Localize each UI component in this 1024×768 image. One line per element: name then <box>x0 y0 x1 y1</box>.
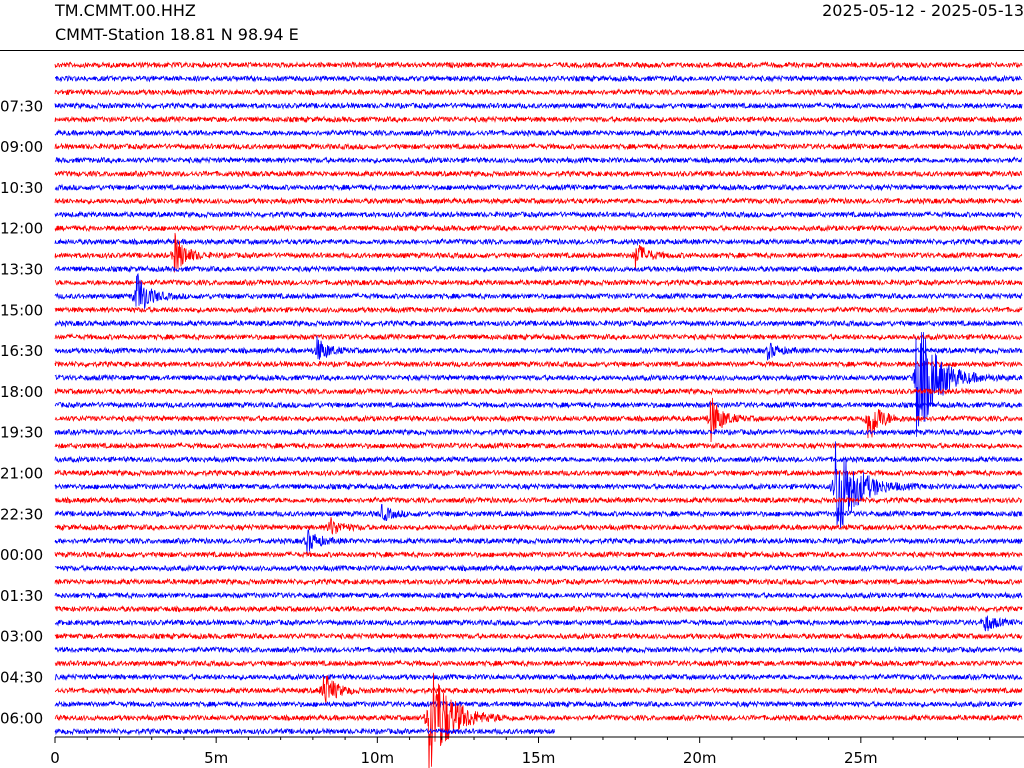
trace-line <box>54 550 1023 559</box>
trace-line <box>54 504 1023 521</box>
trace-line <box>54 604 1023 614</box>
y-tick-label: 13:30 <box>0 261 43 279</box>
trace-line <box>54 101 1023 111</box>
trace-line <box>54 319 1023 328</box>
trace-line <box>54 397 1023 443</box>
station-id: TM.CMMT.00.HHZ <box>55 1 196 20</box>
trace-line <box>54 675 1023 704</box>
trace-line <box>54 183 1023 192</box>
trace-line <box>54 672 1023 682</box>
y-tick-label: 01:30 <box>0 587 43 605</box>
trace-line <box>54 564 1023 573</box>
trace-line <box>54 400 1023 409</box>
trace-line <box>55 74 1023 83</box>
y-tick-label: 07:30 <box>0 97 43 115</box>
trace-line <box>54 360 1023 369</box>
trace-line <box>54 468 1023 478</box>
x-tick-label: 15m <box>522 749 556 767</box>
x-tick-label: 20m <box>683 749 717 767</box>
trace-line <box>54 517 1023 535</box>
trace-line <box>54 332 1023 437</box>
trace-line <box>54 700 1023 709</box>
trace-line <box>54 264 1023 274</box>
y-tick-label: 03:00 <box>0 628 43 646</box>
x-axis: 0 5m 10m 15m 20m 25m <box>50 736 1024 767</box>
trace-line <box>54 224 1023 233</box>
trace-line <box>54 88 1023 97</box>
trace-line <box>54 387 1023 396</box>
trace-line <box>54 591 1023 600</box>
y-tick-label: 18:00 <box>0 383 43 401</box>
y-tick-label: 06:00 <box>0 709 43 727</box>
y-tick-label: 04:30 <box>0 669 43 687</box>
trace-line <box>54 455 1023 464</box>
trace-line <box>54 428 1023 437</box>
trace-line <box>54 632 1023 641</box>
x-tick-label: 10m <box>360 749 394 767</box>
trace-line <box>54 441 1023 450</box>
trace-line <box>54 142 1023 151</box>
trace-line <box>54 577 1023 587</box>
y-tick-label: 19:30 <box>0 424 43 442</box>
x-tick-label: 5m <box>204 749 228 767</box>
trace-line <box>54 278 1023 287</box>
y-axis: 07:30 09:00 10:30 12:00 13:30 15:00 16:30 18:00… <box>0 97 43 727</box>
x-tick-label: 25m <box>844 749 878 767</box>
y-tick-label: 16:30 <box>0 342 43 360</box>
date-range: 2025-05-12 - 2025-05-13 <box>822 1 1024 20</box>
trace-line <box>54 196 1023 206</box>
trace-line <box>54 672 1023 768</box>
trace-line <box>54 210 1023 219</box>
trace-line <box>54 169 1023 179</box>
y-tick-label: 21:00 <box>0 465 43 483</box>
trace-line <box>54 128 1023 138</box>
y-tick-label: 15:00 <box>0 301 43 319</box>
y-tick-label: 22:30 <box>0 505 43 523</box>
top-rule <box>0 50 1024 51</box>
y-tick-label: 12:00 <box>0 220 43 238</box>
trace-line <box>54 237 1023 247</box>
trace-line <box>54 232 1023 273</box>
trace-line <box>54 115 1023 124</box>
trace-line <box>54 441 1023 529</box>
trace-group <box>54 60 1023 768</box>
trace-line <box>54 60 1023 70</box>
trace-line <box>54 645 1023 655</box>
trace-line <box>54 529 1023 554</box>
trace-line <box>54 305 1023 314</box>
station-info: CMMT-Station 18.81 N 98.94 E <box>55 25 299 44</box>
y-tick-label: 09:00 <box>0 138 43 156</box>
y-tick-label: 10:30 <box>0 179 43 197</box>
trace-line <box>54 615 1023 632</box>
trace-line <box>54 727 555 736</box>
trace-line <box>54 332 1023 341</box>
trace-line <box>54 496 1023 505</box>
y-tick-label: 00:00 <box>0 546 43 564</box>
trace-line <box>54 335 1023 361</box>
x-tick-label: 0 <box>50 749 60 767</box>
trace-line <box>54 272 1023 309</box>
trace-line <box>54 156 1023 165</box>
trace-line <box>54 659 1023 668</box>
